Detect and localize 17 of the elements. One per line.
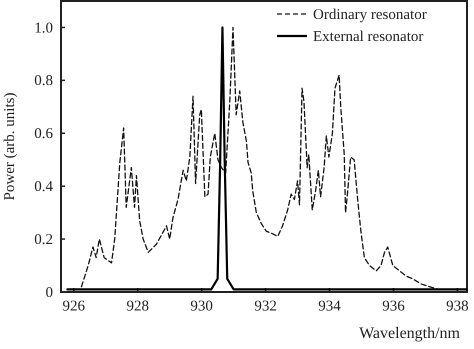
legend-label: Ordinary resonator [313, 7, 427, 23]
x-tick-label: 936 [382, 298, 406, 315]
y-axis-title: Power (arb. units) [2, 92, 18, 200]
x-tick-label: 932 [254, 298, 277, 315]
x-tick-label: 930 [190, 298, 213, 315]
y-tick-label: 0.8 [34, 73, 53, 90]
y-tick-label: 0 [46, 284, 53, 301]
x-tick-label: 926 [62, 298, 86, 315]
x-tick-label: 938 [446, 298, 469, 315]
x-tick-label: 934 [318, 298, 342, 315]
x-axis-title: Wavelength/nm [359, 325, 461, 342]
y-tick-label: 1.0 [34, 20, 53, 36]
legend-label: External resonator [313, 29, 424, 45]
x-tick-label: 928 [126, 298, 149, 315]
y-tick-label: 0.4 [34, 178, 54, 195]
y-tick-label: 0.6 [34, 126, 54, 142]
y-tick-label: 0.2 [34, 232, 53, 248]
